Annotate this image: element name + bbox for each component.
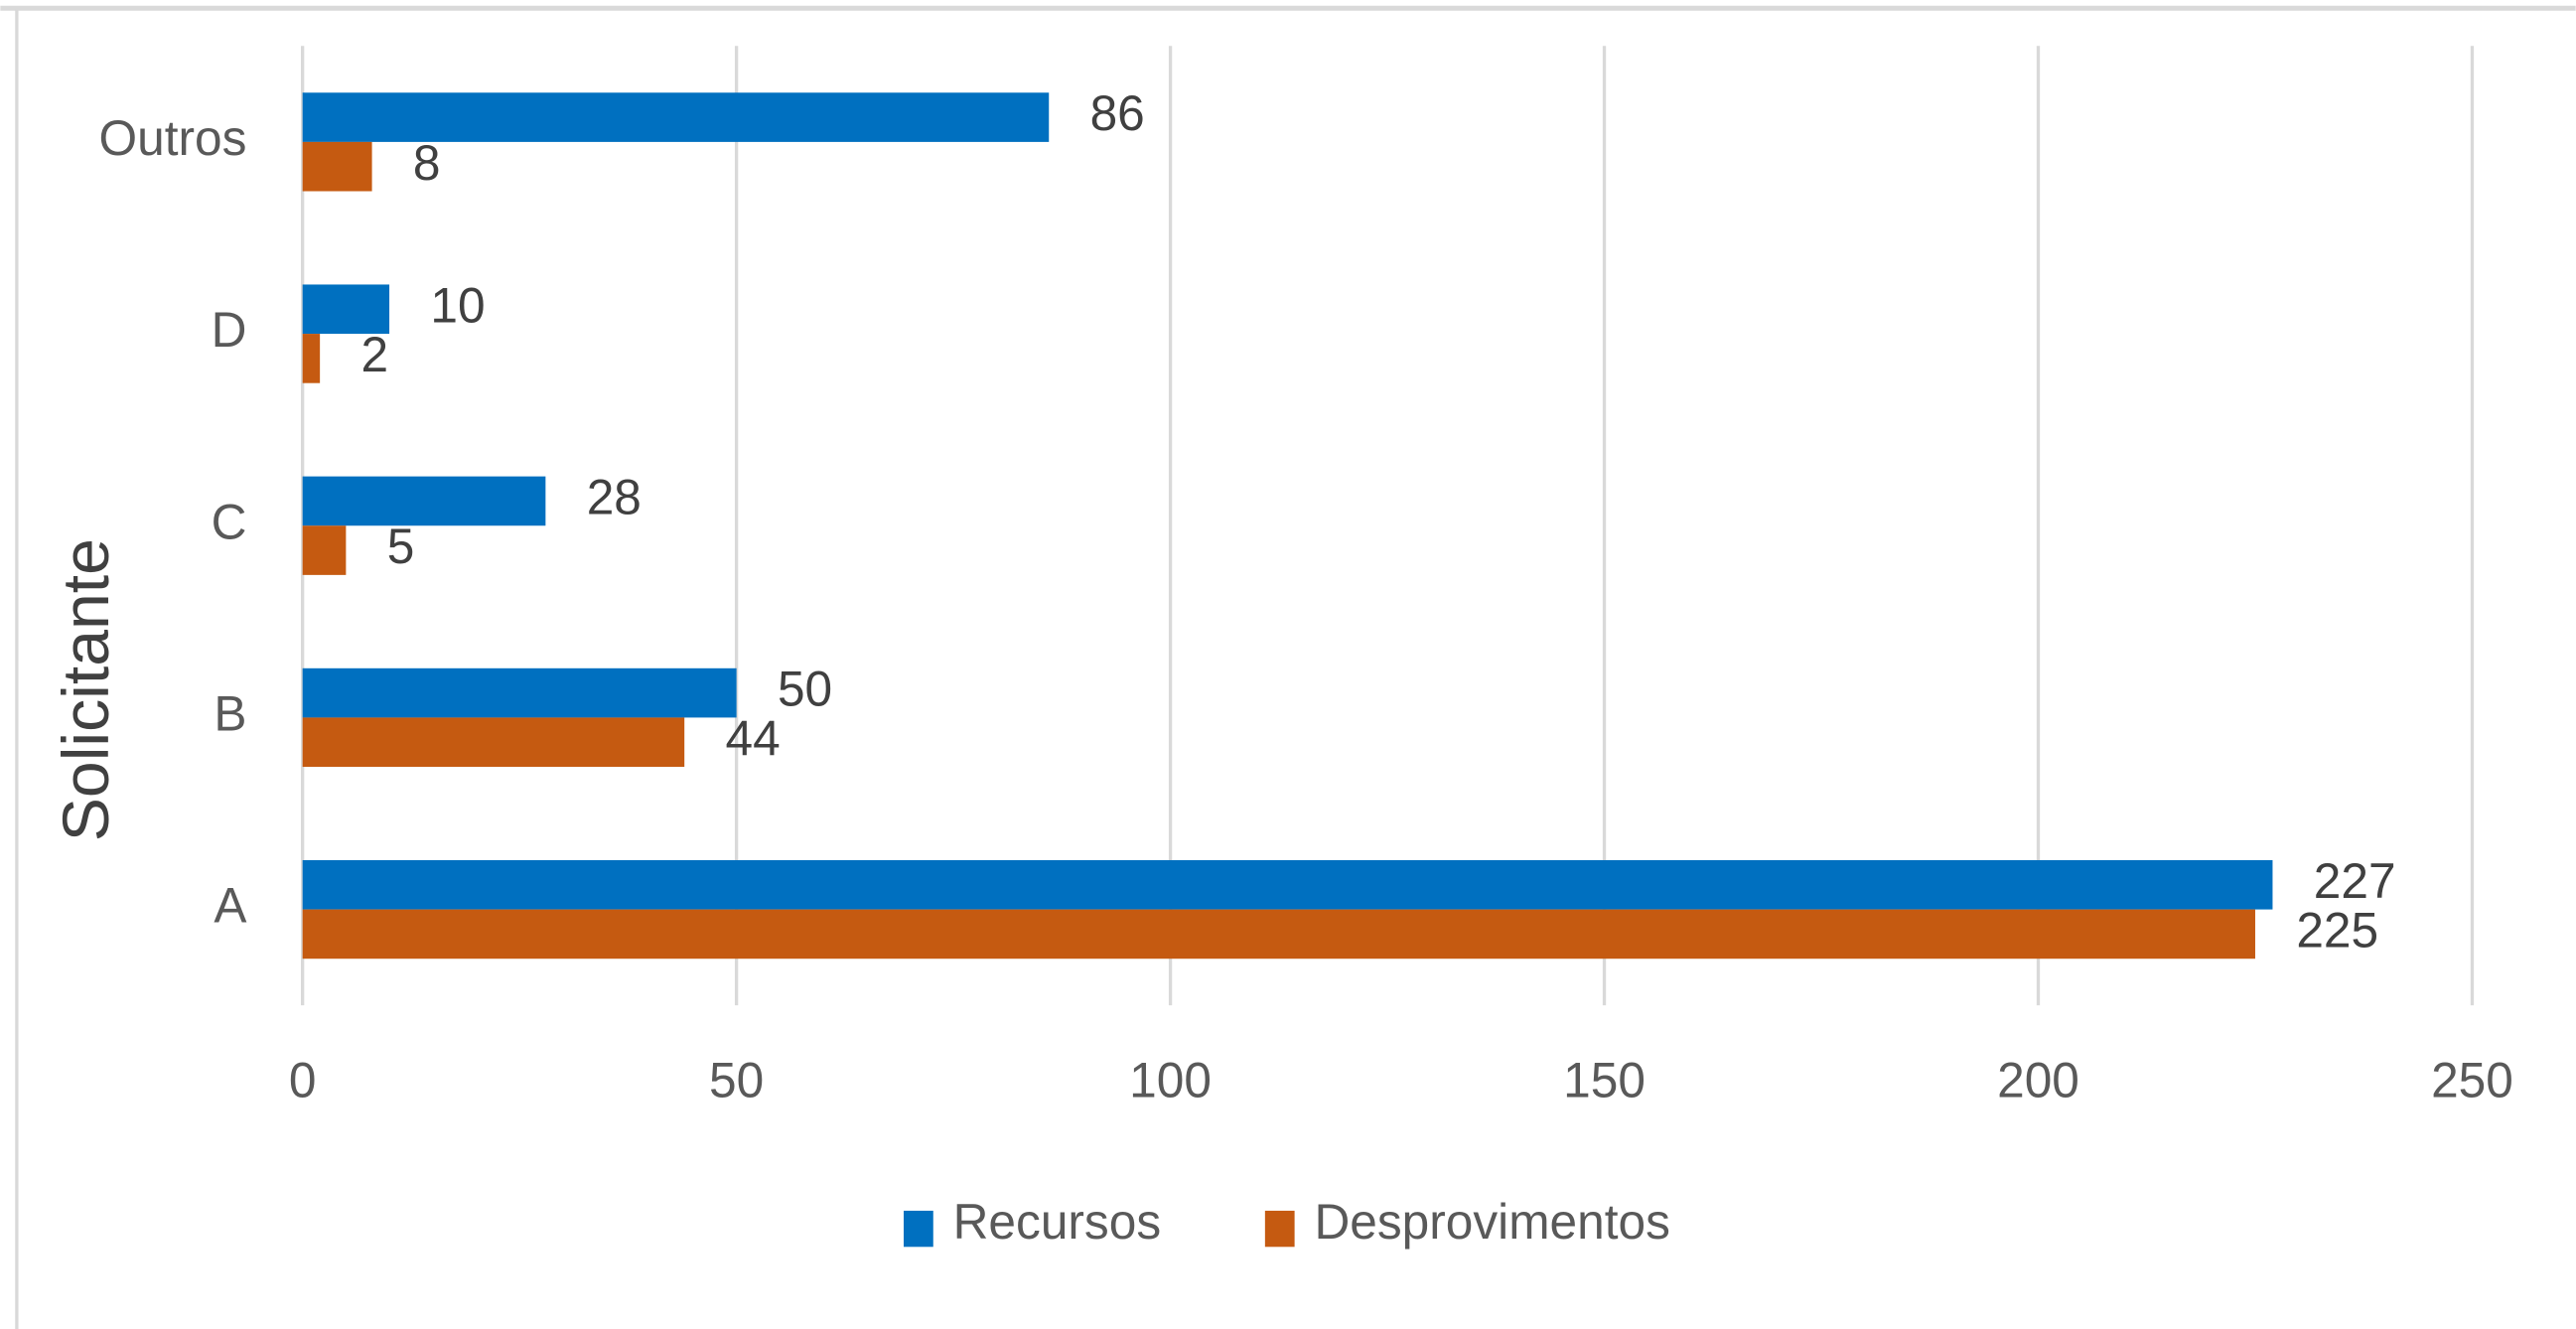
bar <box>302 92 1050 142</box>
y-tick-label: A <box>214 878 246 934</box>
data-label: 227 <box>2314 853 2396 909</box>
legend-swatch <box>1264 1210 1295 1248</box>
data-label: 2 <box>360 327 388 382</box>
x-tick-label: 50 <box>709 1053 764 1108</box>
data-label: 86 <box>1090 85 1145 141</box>
x-tick-label: 250 <box>2431 1053 2513 1108</box>
bar <box>302 476 546 526</box>
data-label: 10 <box>430 277 485 333</box>
x-tick-label: 150 <box>1563 1053 1646 1108</box>
data-label: 44 <box>726 710 781 766</box>
x-tick-label: 100 <box>1129 1053 1212 1108</box>
y-tick-label: D <box>212 302 247 358</box>
bar <box>302 525 347 575</box>
bar <box>302 859 2273 910</box>
y-tick-label: C <box>212 494 247 549</box>
data-label: 8 <box>413 135 441 191</box>
bar <box>302 667 737 718</box>
data-label: 225 <box>2296 903 2378 959</box>
bar <box>302 717 685 768</box>
y-tick-label: B <box>214 686 246 742</box>
legend-label: Desprovimentos <box>1314 1194 1669 1250</box>
legend-swatch <box>903 1210 933 1248</box>
bar <box>302 909 2255 960</box>
bar <box>302 334 321 383</box>
bar <box>302 141 372 192</box>
bar <box>302 284 390 335</box>
data-label: 28 <box>587 470 642 525</box>
data-label: 5 <box>387 518 415 574</box>
y-tick-label: Outros <box>99 110 247 166</box>
y-axis-label: Solicitante <box>50 538 123 841</box>
data-label: 50 <box>778 662 832 717</box>
x-tick-label: 0 <box>289 1053 317 1108</box>
x-tick-label: 200 <box>1997 1053 2079 1108</box>
legend-label: Recursos <box>953 1194 1162 1250</box>
